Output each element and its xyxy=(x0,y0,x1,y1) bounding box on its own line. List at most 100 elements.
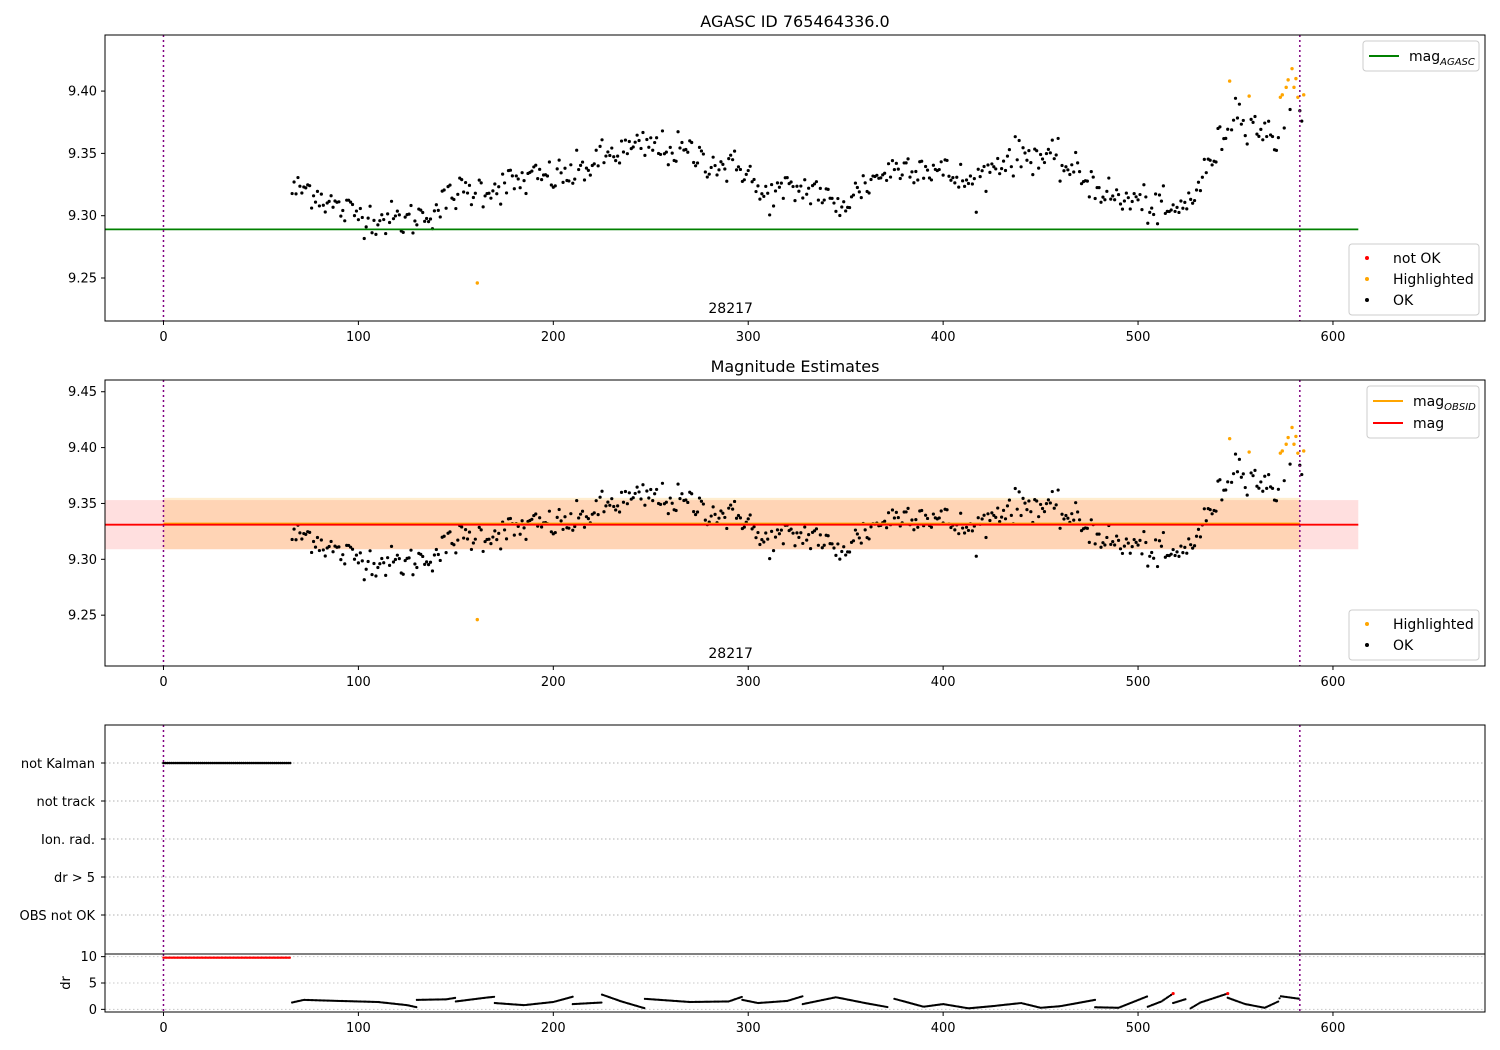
ok-point xyxy=(980,517,984,521)
ok-point xyxy=(1274,499,1279,503)
x-tick-label: 500 xyxy=(1126,675,1151,690)
ok-point xyxy=(1194,534,1199,538)
ok-point xyxy=(1103,198,1107,202)
ok-point xyxy=(360,559,364,563)
ok-point xyxy=(577,167,581,172)
ok-point xyxy=(678,496,682,501)
ok-point xyxy=(966,528,971,533)
ok-point xyxy=(575,148,579,152)
ok-point xyxy=(945,508,949,512)
ok-point xyxy=(530,169,534,173)
ok-point xyxy=(773,535,778,539)
ok-point xyxy=(851,539,856,543)
ok-point xyxy=(1189,543,1193,547)
ok-point xyxy=(976,516,980,520)
ok-point xyxy=(647,145,651,149)
flag-point xyxy=(193,761,196,765)
ok-point xyxy=(1163,211,1167,216)
ok-point xyxy=(395,209,399,213)
ok-point xyxy=(600,138,604,142)
ok-point xyxy=(830,196,834,201)
ok-point xyxy=(898,176,902,181)
ok-point xyxy=(719,509,723,513)
ok-point xyxy=(380,213,384,217)
ok-point xyxy=(337,200,341,204)
ok-point xyxy=(1025,158,1029,162)
ok-point xyxy=(750,527,754,531)
ok-point xyxy=(1029,510,1033,514)
ok-point xyxy=(415,223,419,227)
x-tick-label: 0 xyxy=(159,675,167,690)
ok-point xyxy=(883,171,887,175)
ok-point xyxy=(838,557,842,561)
ok-point xyxy=(805,538,809,542)
ok-point xyxy=(378,219,382,223)
obsid-annotation: 28217 xyxy=(708,646,753,662)
ok-point xyxy=(1177,554,1181,558)
ok-point xyxy=(781,196,785,200)
ok-point xyxy=(1157,539,1162,543)
ok-point xyxy=(1138,192,1142,197)
ok-point xyxy=(945,158,949,163)
dr-point xyxy=(801,995,804,998)
ok-point xyxy=(812,182,817,186)
ok-point xyxy=(731,507,735,511)
x-tick-label: 200 xyxy=(541,675,566,690)
ok-point xyxy=(555,167,559,171)
ok-point xyxy=(510,174,514,178)
ok-point xyxy=(894,510,898,514)
flag-point xyxy=(275,761,278,765)
ok-point xyxy=(300,537,304,541)
ok-point xyxy=(1054,153,1058,157)
highlighted-point xyxy=(475,617,479,622)
ok-point xyxy=(1077,170,1082,174)
ok-point xyxy=(438,215,442,219)
ok-point xyxy=(695,161,700,165)
ok-point xyxy=(1235,116,1240,120)
ok-point xyxy=(1009,513,1013,517)
ok-point xyxy=(1116,192,1121,197)
ok-point xyxy=(830,542,834,546)
ok-point xyxy=(1175,550,1179,554)
ok-point xyxy=(479,528,483,532)
ok-point xyxy=(1003,168,1008,173)
ok-point xyxy=(448,530,452,534)
x-tick-label: 600 xyxy=(1321,675,1346,690)
ok-point xyxy=(953,181,957,185)
ok-point xyxy=(844,209,848,213)
ok-point xyxy=(1220,498,1224,502)
ok-point xyxy=(384,231,388,236)
ok-point xyxy=(929,178,934,182)
ok-point xyxy=(822,543,826,547)
panel-title: Magnitude Estimates xyxy=(711,357,880,376)
ok-point xyxy=(621,500,626,504)
ok-point xyxy=(1064,513,1068,518)
ok-point xyxy=(1192,544,1197,548)
ok-point xyxy=(1128,207,1132,211)
y-tick-label: 9.45 xyxy=(68,385,97,400)
highlighted-point xyxy=(1296,451,1300,455)
flag-point xyxy=(245,761,249,765)
ok-point xyxy=(818,533,822,537)
ok-point xyxy=(961,526,965,530)
ok-point xyxy=(990,162,994,166)
ok-point xyxy=(561,527,565,532)
flag-point xyxy=(214,761,218,765)
ok-point xyxy=(1196,180,1201,184)
ok-point xyxy=(331,550,335,554)
ok-point xyxy=(990,511,994,515)
ok-point xyxy=(805,192,809,196)
ok-point xyxy=(904,161,908,165)
ok-point xyxy=(608,153,612,158)
highlighted-point xyxy=(1278,451,1283,455)
ok-point xyxy=(863,181,867,185)
ok-point xyxy=(836,196,840,201)
ok-point xyxy=(1029,161,1033,165)
ok-point xyxy=(465,537,470,541)
ok-point xyxy=(313,200,318,204)
ok-point xyxy=(1103,543,1107,547)
ok-point xyxy=(1046,147,1050,151)
ok-point xyxy=(557,507,561,512)
ok-point xyxy=(931,512,935,516)
ok-point xyxy=(1161,530,1165,535)
